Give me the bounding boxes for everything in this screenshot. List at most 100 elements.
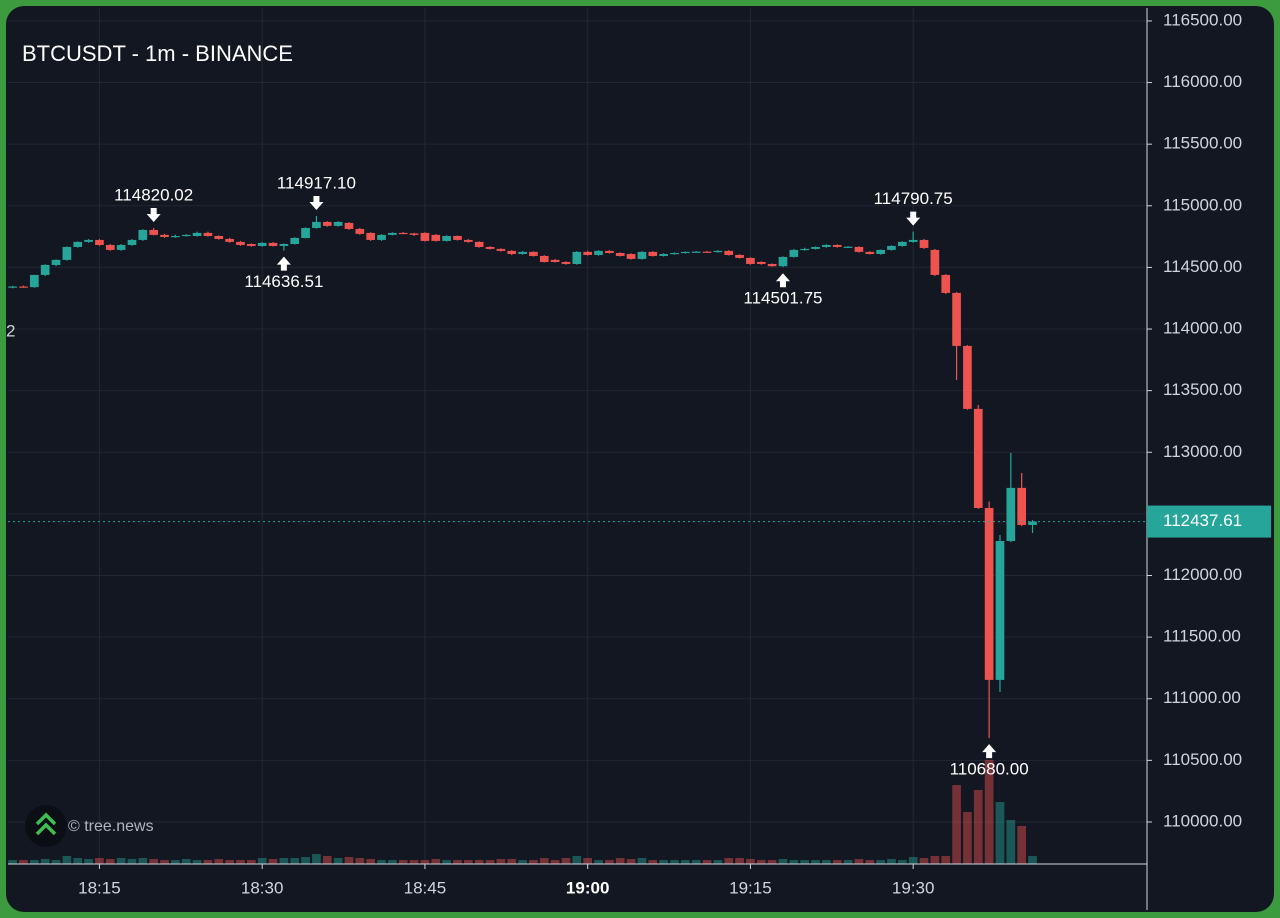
candle-body (680, 251, 690, 254)
candle-body (767, 263, 777, 267)
volume-bar (409, 860, 419, 864)
volume-bar (746, 859, 755, 864)
candle-body (930, 249, 940, 275)
volume-bar (73, 858, 83, 864)
volume-bar (854, 859, 864, 864)
candle-body (225, 238, 234, 242)
volume-bar (1017, 826, 1027, 864)
y-tick-label: 110500.00 (1163, 750, 1242, 769)
volume-bar (822, 860, 831, 864)
candle-body (919, 239, 929, 248)
volume-bar (1028, 856, 1037, 864)
volume-bar (95, 858, 104, 864)
volume-bar (116, 858, 126, 864)
candle-body (724, 250, 734, 255)
volume-bar (713, 860, 723, 864)
low-marker (276, 256, 291, 271)
volume-bar (583, 858, 593, 864)
candle-body (355, 228, 365, 234)
volume-bar (908, 857, 918, 864)
candle-body (496, 248, 506, 251)
candle-body (268, 242, 278, 246)
x-tick-label: 19:00 (566, 878, 609, 897)
candle-body (670, 252, 679, 255)
candle-body (51, 259, 61, 265)
watermark: © tree.news (68, 818, 154, 835)
candle-body (73, 241, 83, 247)
y-tick-label: 115000.00 (1163, 195, 1242, 214)
candle-body (984, 507, 994, 680)
candle-body (290, 237, 300, 244)
candle-body (160, 234, 169, 237)
volume-bar (973, 790, 983, 864)
volume-bar (149, 859, 159, 864)
volume-bar (214, 859, 224, 864)
volume-bar (420, 860, 430, 864)
candle-body (561, 261, 571, 264)
volume-bar (138, 858, 148, 864)
y-tick-label: 111000.00 (1163, 688, 1241, 707)
volume-bar (203, 860, 213, 864)
candle-body (507, 250, 517, 254)
candle-body (312, 221, 321, 228)
candle-body (832, 244, 842, 247)
volume-bar (474, 860, 484, 864)
y-tick-label: 113500.00 (1163, 380, 1242, 399)
volume-bar (322, 856, 332, 864)
candle-body (756, 261, 766, 264)
candle-body (257, 242, 267, 246)
candle-body (778, 256, 788, 267)
volume-bar (897, 860, 907, 864)
volume-bar (301, 857, 310, 864)
candle-body (246, 243, 256, 246)
volume-bar (181, 859, 191, 864)
candle-body (746, 257, 755, 264)
candle-body (84, 239, 93, 242)
volume-bar (724, 858, 734, 864)
candle-body (138, 229, 148, 240)
y-tick-label: 113000.00 (1163, 442, 1242, 461)
volume-bar (561, 858, 571, 864)
candle-body (366, 232, 376, 240)
x-tick-label: 19:15 (729, 878, 772, 897)
volume-bar (377, 860, 386, 864)
candle-body (95, 239, 104, 245)
volume-bar (789, 860, 799, 864)
candle-body (702, 251, 712, 253)
candle-layer (8, 216, 1037, 739)
volume-bar (62, 856, 72, 864)
candle-body (181, 234, 191, 237)
candle-body (941, 274, 951, 293)
volume-bar (529, 860, 538, 864)
low-label: 114501.75 (743, 289, 822, 308)
high-label: 114917.10 (277, 173, 356, 192)
candle-body (605, 250, 614, 253)
volume-bar (518, 860, 527, 864)
volume-bar (767, 860, 777, 864)
volume-bar (8, 860, 17, 864)
volume-bar (832, 860, 842, 864)
candle-body (876, 249, 885, 254)
candle-body (822, 244, 831, 247)
volume-bar (312, 854, 321, 864)
y-tick-label: 114000.00 (1163, 319, 1242, 338)
volume-bar (29, 860, 39, 864)
x-tick-label: 18:15 (78, 878, 121, 897)
candle-body (865, 251, 875, 254)
candle-body (1006, 487, 1016, 541)
y-tick-label: 116000.00 (1163, 72, 1242, 91)
volume-bar (756, 860, 766, 864)
volume-bar (680, 860, 690, 864)
y-tick-label: 111500.00 (1163, 627, 1241, 646)
chart-title: BTCUSDT - 1m - BINANCE (22, 41, 293, 66)
candle-body (952, 292, 961, 346)
grid (8, 8, 1147, 864)
x-tick-label: 18:45 (404, 878, 447, 897)
volume-bar (550, 860, 560, 864)
x-tick-label: 18:30 (241, 878, 284, 897)
high-marker (906, 211, 921, 226)
volume-bar (225, 860, 234, 864)
candle-body (8, 286, 17, 288)
